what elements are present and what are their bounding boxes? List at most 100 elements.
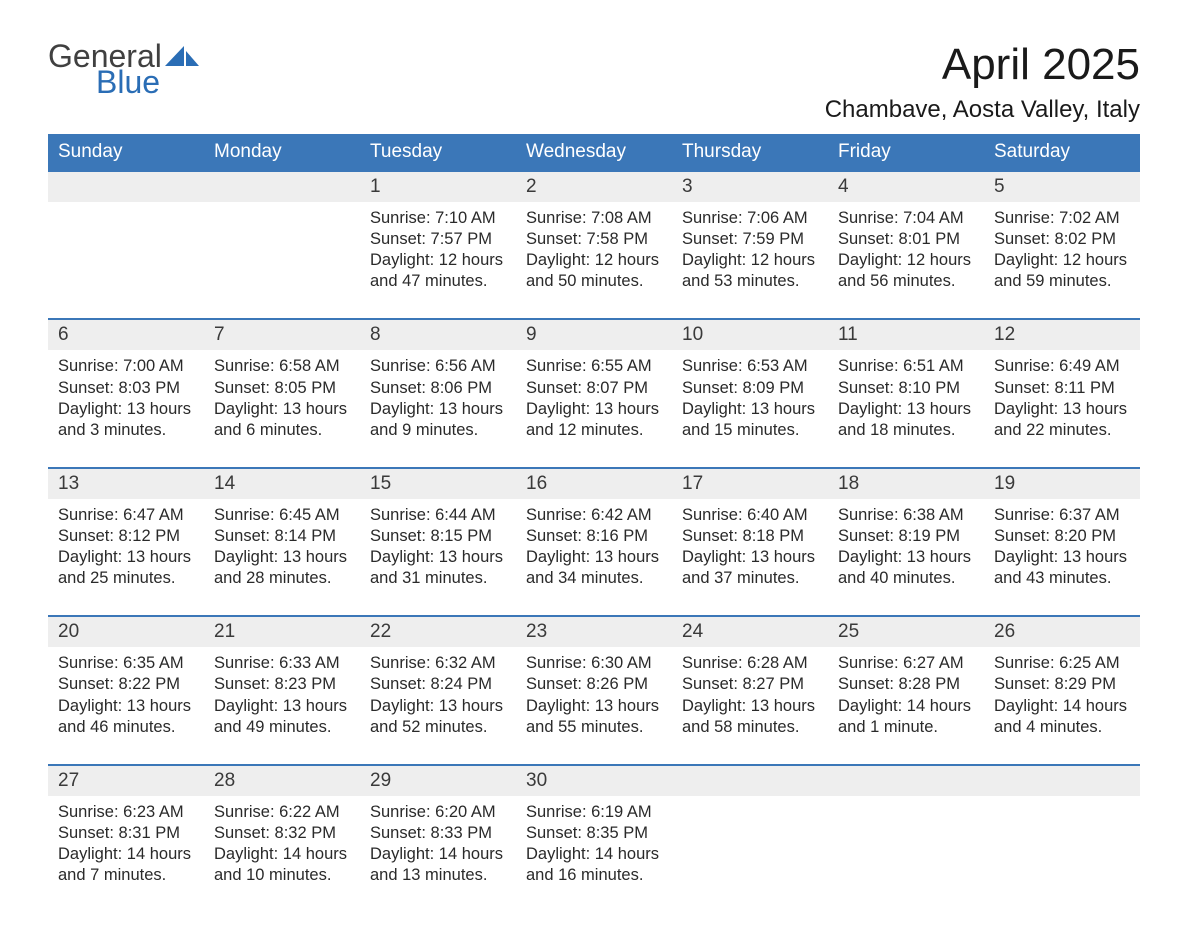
day-number xyxy=(838,770,843,791)
day-cell: 26 Sunrise: 6:25 AMSunset: 8:29 PMDayligh… xyxy=(984,617,1140,745)
day-number: 17 xyxy=(682,473,703,494)
day-content xyxy=(828,796,984,886)
day-content: Sunrise: 6:42 AMSunset: 8:16 PMDaylight:… xyxy=(516,499,672,597)
week-row: 20Sunrise: 6:35 AMSunset: 8:22 PMDayligh… xyxy=(48,615,1140,745)
daylight-text: Daylight: 12 hours and 47 minutes. xyxy=(370,250,506,292)
day-number-row: 23 xyxy=(516,617,672,647)
sunset-text: Sunset: 8:12 PM xyxy=(58,526,194,547)
month-title: April 2025 xyxy=(825,40,1140,90)
day-number: 18 xyxy=(838,473,859,494)
daylight-text: Daylight: 13 hours and 31 minutes. xyxy=(370,547,506,589)
day-cell: 1 Sunrise: 7:10 AMSunset: 7:57 PMDaylight… xyxy=(360,172,516,300)
daylight-text: Daylight: 12 hours and 59 minutes. xyxy=(994,250,1130,292)
day-number: 21 xyxy=(214,621,235,642)
sunrise-text: Sunrise: 7:04 AM xyxy=(838,208,974,229)
day-content: Sunrise: 6:37 AMSunset: 8:20 PMDaylight:… xyxy=(984,499,1140,597)
day-number-row: 6 xyxy=(48,320,204,350)
day-number: 24 xyxy=(682,621,703,642)
day-content: Sunrise: 6:58 AMSunset: 8:05 PMDaylight:… xyxy=(204,350,360,448)
daylight-text: Daylight: 13 hours and 58 minutes. xyxy=(682,696,818,738)
location: Chambave, Aosta Valley, Italy xyxy=(825,96,1140,124)
sunset-text: Sunset: 8:07 PM xyxy=(526,378,662,399)
day-content xyxy=(984,796,1140,886)
day-cell: 21 Sunrise: 6:33 AMSunset: 8:23 PMDayligh… xyxy=(204,617,360,745)
sunset-text: Sunset: 7:57 PM xyxy=(370,229,506,250)
day-number-row: 10 xyxy=(672,320,828,350)
daylight-text: Daylight: 14 hours and 7 minutes. xyxy=(58,844,194,886)
day-number: 2 xyxy=(526,176,537,197)
sunset-text: Sunset: 8:32 PM xyxy=(214,823,350,844)
sunrise-text: Sunrise: 6:47 AM xyxy=(58,505,194,526)
weekday-header: Sunday xyxy=(48,134,204,170)
day-number-row: 24 xyxy=(672,617,828,647)
day-number-row: 9 xyxy=(516,320,672,350)
sunset-text: Sunset: 8:24 PM xyxy=(370,674,506,695)
day-number-row: 19 xyxy=(984,469,1140,499)
day-number: 1 xyxy=(370,176,381,197)
day-content xyxy=(204,202,360,292)
day-cell-empty xyxy=(204,172,360,300)
daylight-text: Daylight: 13 hours and 3 minutes. xyxy=(58,399,194,441)
sunrise-text: Sunrise: 6:32 AM xyxy=(370,653,506,674)
sunrise-text: Sunrise: 7:10 AM xyxy=(370,208,506,229)
day-content: Sunrise: 7:04 AMSunset: 8:01 PMDaylight:… xyxy=(828,202,984,300)
sunset-text: Sunset: 8:16 PM xyxy=(526,526,662,547)
day-number: 29 xyxy=(370,770,391,791)
day-content: Sunrise: 6:25 AMSunset: 8:29 PMDaylight:… xyxy=(984,647,1140,745)
day-number xyxy=(682,770,687,791)
day-number: 3 xyxy=(682,176,693,197)
day-number-row: 2 xyxy=(516,172,672,202)
day-number-row: 8 xyxy=(360,320,516,350)
day-number: 11 xyxy=(838,324,858,345)
sunrise-text: Sunrise: 6:42 AM xyxy=(526,505,662,526)
day-number-row xyxy=(672,766,828,796)
daylight-text: Daylight: 13 hours and 9 minutes. xyxy=(370,399,506,441)
day-content: Sunrise: 6:51 AMSunset: 8:10 PMDaylight:… xyxy=(828,350,984,448)
day-number-row: 12 xyxy=(984,320,1140,350)
sunrise-text: Sunrise: 6:22 AM xyxy=(214,802,350,823)
sunset-text: Sunset: 8:05 PM xyxy=(214,378,350,399)
day-number: 25 xyxy=(838,621,859,642)
week-row: 1Sunrise: 7:10 AMSunset: 7:57 PMDaylight… xyxy=(48,170,1140,300)
day-content: Sunrise: 6:47 AMSunset: 8:12 PMDaylight:… xyxy=(48,499,204,597)
day-number: 28 xyxy=(214,770,235,791)
week-row: 27Sunrise: 6:23 AMSunset: 8:31 PMDayligh… xyxy=(48,764,1140,894)
sunrise-text: Sunrise: 6:45 AM xyxy=(214,505,350,526)
daylight-text: Daylight: 14 hours and 13 minutes. xyxy=(370,844,506,886)
sunset-text: Sunset: 8:26 PM xyxy=(526,674,662,695)
day-cell: 6Sunrise: 7:00 AMSunset: 8:03 PMDaylight… xyxy=(48,320,204,448)
daylight-text: Daylight: 12 hours and 53 minutes. xyxy=(682,250,818,292)
daylight-text: Daylight: 13 hours and 22 minutes. xyxy=(994,399,1130,441)
day-content: Sunrise: 7:02 AMSunset: 8:02 PMDaylight:… xyxy=(984,202,1140,300)
sunset-text: Sunset: 8:03 PM xyxy=(58,378,194,399)
day-number: 15 xyxy=(370,473,391,494)
day-number-row: 7 xyxy=(204,320,360,350)
day-cell: 13Sunrise: 6:47 AMSunset: 8:12 PMDayligh… xyxy=(48,469,204,597)
day-cell: 17Sunrise: 6:40 AMSunset: 8:18 PMDayligh… xyxy=(672,469,828,597)
day-cell: 8Sunrise: 6:56 AMSunset: 8:06 PMDaylight… xyxy=(360,320,516,448)
daylight-text: Daylight: 13 hours and 46 minutes. xyxy=(58,696,194,738)
sunrise-text: Sunrise: 6:35 AM xyxy=(58,653,194,674)
sunset-text: Sunset: 8:10 PM xyxy=(838,378,974,399)
day-number-row xyxy=(48,172,204,202)
day-number: 14 xyxy=(214,473,235,494)
sunset-text: Sunset: 8:20 PM xyxy=(994,526,1130,547)
day-number: 7 xyxy=(214,324,225,345)
logo-text-blue: Blue xyxy=(96,66,200,98)
sunset-text: Sunset: 8:11 PM xyxy=(994,378,1130,399)
day-content: Sunrise: 6:20 AMSunset: 8:33 PMDaylight:… xyxy=(360,796,516,894)
day-number-row xyxy=(828,766,984,796)
sunset-text: Sunset: 8:14 PM xyxy=(214,526,350,547)
sunrise-text: Sunrise: 6:55 AM xyxy=(526,356,662,377)
sunset-text: Sunset: 8:23 PM xyxy=(214,674,350,695)
day-number: 16 xyxy=(526,473,547,494)
day-number-row: 15 xyxy=(360,469,516,499)
weekday-header: Friday xyxy=(828,134,984,170)
day-content: Sunrise: 6:33 AMSunset: 8:23 PMDaylight:… xyxy=(204,647,360,745)
sunrise-text: Sunrise: 6:37 AM xyxy=(994,505,1130,526)
day-number: 9 xyxy=(526,324,537,345)
day-content: Sunrise: 6:22 AMSunset: 8:32 PMDaylight:… xyxy=(204,796,360,894)
sunrise-text: Sunrise: 6:44 AM xyxy=(370,505,506,526)
day-number: 26 xyxy=(994,621,1015,642)
sunrise-text: Sunrise: 6:58 AM xyxy=(214,356,350,377)
